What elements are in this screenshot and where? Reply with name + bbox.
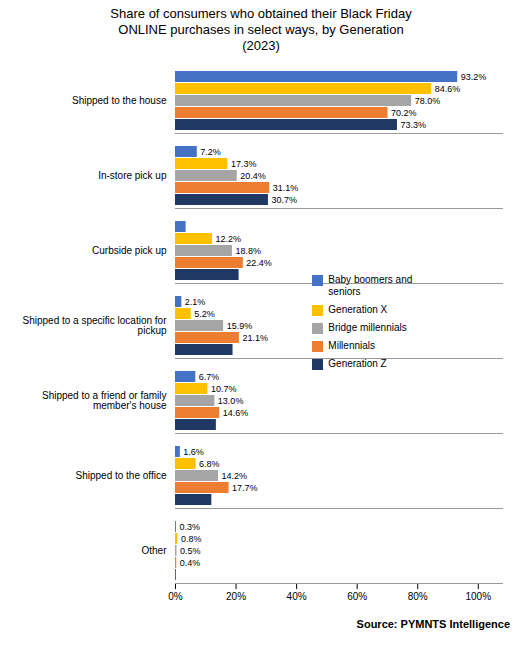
svg-text:100%: 100% [465, 591, 491, 602]
svg-text:31.1%: 31.1% [273, 183, 299, 193]
svg-text:20.4%: 20.4% [240, 171, 266, 181]
svg-text:17.3%: 17.3% [231, 159, 257, 169]
svg-text:80%: 80% [408, 591, 428, 602]
svg-text:1.6%: 1.6% [183, 447, 204, 457]
svg-text:Other: Other [141, 545, 167, 556]
svg-text:21.1%: 21.1% [242, 333, 268, 343]
svg-text:70.2%: 70.2% [391, 108, 417, 118]
svg-text:12.2%: 12.2% [215, 234, 241, 244]
html-text:Source: PYMNTS Intelligence: Source: PYMNTS Intelligence [356, 618, 510, 630]
svg-text:13.0%: 13.0% [218, 396, 244, 406]
svg-text:40%: 40% [287, 591, 307, 602]
svg-text:93.2%: 93.2% [461, 72, 487, 82]
svg-text:0.5%: 0.5% [180, 546, 201, 556]
html-text:Share of consumers who obtaine: Share of consumers who obtained their Bl… [110, 6, 412, 53]
svg-text:Shipped to a friend or familym: Shipped to a friend or familymember's ho… [42, 390, 167, 411]
svg-text:Curbside pick up: Curbside pick up [92, 245, 167, 256]
svg-text:22.4%: 22.4% [246, 258, 272, 268]
svg-text:17.7%: 17.7% [232, 483, 258, 493]
svg-text:5.2%: 5.2% [194, 309, 215, 319]
html-text:Generation Z: Generation Z [328, 358, 387, 369]
svg-text:0%: 0% [168, 591, 183, 602]
svg-text:30.7%: 30.7% [271, 195, 297, 205]
html-text:Millennials: Millennials [328, 340, 375, 351]
svg-text:0.3%: 0.3% [179, 522, 200, 532]
svg-text:7.2%: 7.2% [200, 147, 221, 157]
html-text:Generation X: Generation X [328, 304, 388, 315]
svg-text:0.8%: 0.8% [181, 534, 202, 544]
svg-text:18.8%: 18.8% [235, 246, 261, 256]
svg-text:In-store pick up: In-store pick up [98, 170, 167, 181]
svg-text:60%: 60% [347, 591, 367, 602]
svg-text:Shipped to a specific location: Shipped to a specific location forpickup [23, 315, 168, 336]
svg-text:10.7%: 10.7% [211, 384, 237, 394]
html-text:Baby boomers and seniors: Baby boomers and seniors [328, 274, 413, 297]
svg-text:14.6%: 14.6% [223, 408, 249, 418]
svg-text:6.8%: 6.8% [199, 459, 220, 469]
svg-text:78.0%: 78.0% [415, 96, 441, 106]
svg-text:6.7%: 6.7% [199, 372, 220, 382]
svg-text:15.9%: 15.9% [227, 321, 253, 331]
svg-text:84.6%: 84.6% [435, 84, 461, 94]
svg-text:20%: 20% [226, 591, 246, 602]
svg-text:Shipped to the office: Shipped to the office [76, 470, 167, 481]
svg-text:14.2%: 14.2% [221, 471, 247, 481]
svg-text:0.4%: 0.4% [180, 558, 201, 568]
html-text:Bridge millennials: Bridge millennials [328, 322, 407, 333]
svg-text:Shipped to the house: Shipped to the house [72, 95, 167, 106]
svg-text:2.1%: 2.1% [185, 297, 206, 307]
svg-text:73.3%: 73.3% [400, 120, 426, 130]
